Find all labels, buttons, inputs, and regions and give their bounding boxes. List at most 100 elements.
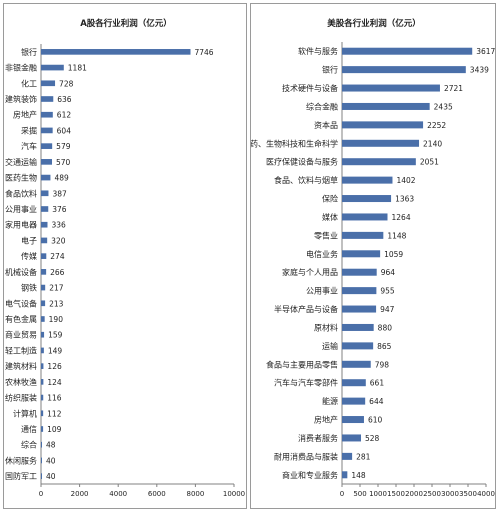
chart-1-category-label: 电信业务: [306, 249, 338, 259]
us-stock-profit-chart: 美股各行业利润（亿元） 0 500 1000 1500 2000 2500 3000 3500 4…: [251, 18, 496, 498]
chart-0-bar: [41, 253, 47, 259]
chart-0-bar: [41, 206, 49, 212]
chart-0-bar: [41, 111, 53, 118]
chart-1-bar: [342, 305, 377, 313]
chart-0-value-label: 579: [56, 142, 71, 151]
chart-0-bar: [41, 159, 53, 165]
chart-1-value-label: 610: [368, 416, 383, 425]
a-share-profit-chart: A股各行业利润（亿元） 0 2000 4000 6000 8000 10000 银行 7746 非…: [5, 18, 245, 498]
chart-0-bar: [41, 143, 53, 149]
chart-1-value-label: 1059: [384, 250, 403, 259]
chart-1-value-label: 2140: [423, 139, 442, 148]
chart-1-category-label: 综合金融: [306, 101, 338, 111]
chart-1-category-label: 资本品: [314, 120, 338, 130]
chart-1-category-label: 汽车与汽车零部件: [274, 378, 338, 388]
chart-0-x-tick-label: 8000: [186, 490, 204, 498]
chart-1-bar: [342, 342, 374, 350]
chart-0-category-label: 机械设备: [5, 267, 37, 277]
chart-0-x-tick-label: 6000: [148, 490, 166, 498]
chart-1-value-label: 281: [356, 452, 371, 461]
chart-0-x-tick-label: 4000: [109, 490, 127, 498]
chart-1-bar: [342, 195, 392, 203]
chart-0-bar: [41, 473, 42, 479]
chart-0-value-label: 149: [48, 346, 63, 355]
chart-0-category-label: 商业贸易: [5, 330, 37, 340]
chart-1-x-tick-label: 1500: [387, 490, 405, 498]
chart-1-value-label: 964: [381, 268, 396, 277]
chart-1-bar: [342, 102, 430, 110]
chart-1-bar: [342, 416, 364, 424]
chart-1-value-label: 2721: [444, 84, 463, 93]
chart-1-category-label: 软件与服务: [298, 46, 338, 56]
chart-1-value-label: 2051: [420, 158, 439, 167]
chart-0-value-label: 636: [57, 95, 72, 104]
chart-1-x-tick-label: 3500: [459, 490, 477, 498]
chart-0-bar: [41, 174, 51, 181]
chart-0-bar: [41, 457, 42, 464]
chart-0-value-label: 217: [49, 284, 64, 293]
chart-1-category-label: 家庭与个人用品: [282, 267, 338, 277]
chart-1-bar: [342, 323, 374, 331]
chart-1-bar: [342, 360, 371, 368]
chart-1-category-label: 商业和专业服务: [282, 470, 338, 480]
chart-1-bar: [342, 66, 466, 74]
chart-0-title: A股各行业利润（亿元）: [80, 18, 172, 29]
chart-0-category-label: 传媒: [21, 251, 37, 261]
chart-0-category-label: 国防军工: [5, 471, 37, 481]
chart-1-value-label: 644: [369, 397, 384, 406]
chart-0-category-label: 有色金属: [5, 314, 37, 324]
chart-0-bar: [41, 96, 54, 102]
chart-0-category-label: 综合: [21, 440, 37, 450]
chart-1-bar: [342, 231, 384, 239]
chart-1-bar: [342, 268, 377, 276]
chart-1-x-tick-label: 1000: [369, 490, 387, 498]
chart-0-bar: [41, 363, 44, 369]
chart-1-value-label: 1363: [395, 195, 414, 204]
chart-1-bar: [342, 452, 353, 460]
chart-0-value-label: 116: [47, 394, 62, 403]
chart-0-value-label: 266: [50, 268, 65, 277]
chart-1-value-label: 528: [365, 434, 380, 443]
chart-0-value-label: 274: [50, 252, 65, 261]
chart-1-x-tick-label: 2500: [423, 490, 441, 498]
chart-0-value-label: 604: [57, 126, 72, 135]
chart-0-category-label: 轻工制造: [5, 345, 37, 355]
chart-1-x-tick-label: 0: [340, 490, 344, 498]
chart-1-category-label: 原材料: [314, 322, 338, 332]
chart-0-bar: [41, 394, 44, 401]
chart-1-bar: [342, 434, 362, 442]
chart-0-bar: [41, 284, 46, 291]
chart-0-value-label: 159: [48, 331, 63, 340]
chart-0-bar: [41, 127, 53, 134]
chart-0-bar: [41, 237, 48, 244]
chart-1-value-label: 1148: [387, 231, 406, 240]
chart-0-bar: [41, 426, 44, 432]
chart-0-category-label: 汽车: [21, 141, 37, 151]
chart-1-value-label: 798: [375, 360, 390, 369]
chart-0-value-label: 40: [46, 472, 56, 481]
chart-1-value-label: 880: [378, 323, 393, 332]
chart-0-category-label: 通信: [21, 424, 37, 434]
chart-0-value-label: 190: [49, 315, 64, 324]
chart-1-value-label: 947: [380, 305, 395, 314]
chart-1-value-label: 955: [380, 287, 395, 296]
chart-0-x-tick-label: 10000: [223, 490, 245, 498]
chart-0-bar: [41, 190, 49, 197]
chart-1-bar: [342, 250, 381, 258]
chart-0-value-label: 387: [52, 189, 67, 198]
chart-0-x-tick-label: 2000: [71, 490, 89, 498]
chart-1-bar: [342, 213, 388, 221]
chart-1-x-tick-label: 4000: [477, 490, 495, 498]
chart-0-category-label: 休闲服务: [5, 455, 37, 465]
chart-1-category-label: 媒体: [322, 212, 338, 222]
chart-0-category-label: 计算机: [13, 408, 37, 418]
chart-0-category-label: 电子: [21, 235, 37, 245]
chart-0-bar: [41, 316, 45, 322]
chart-0-category-label: 建筑装饰: [5, 94, 37, 104]
chart-1-bar: [342, 379, 366, 387]
chart-1-value-label: 1264: [392, 213, 411, 222]
chart-0-value-label: 40: [46, 456, 56, 465]
chart-0-category-label: 纺织服装: [5, 393, 37, 403]
chart-0-category-label: 化工: [21, 78, 37, 88]
chart-1-value-label: 3439: [470, 66, 489, 75]
